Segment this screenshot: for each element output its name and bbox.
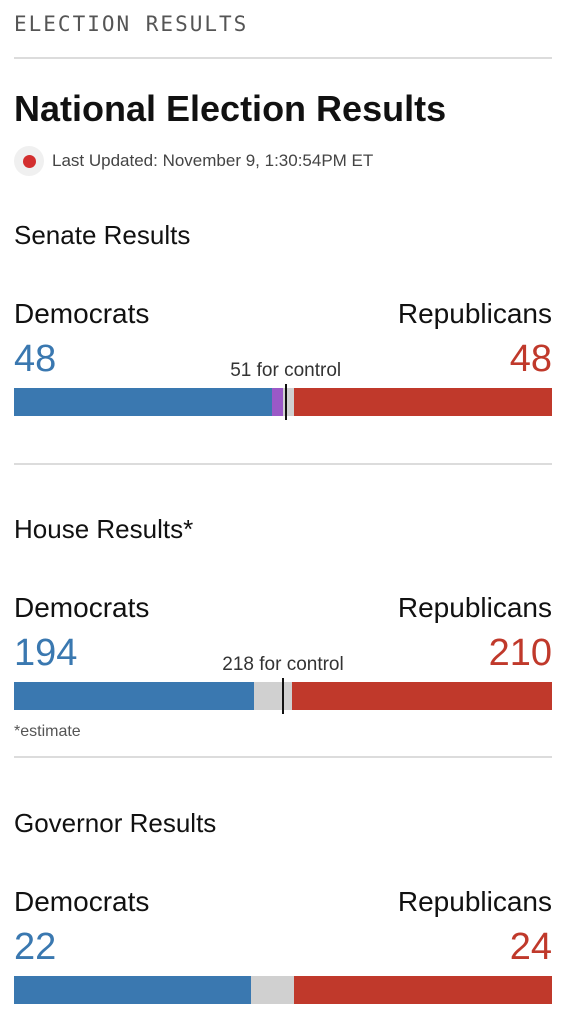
rep-party-label: Republicans — [397, 886, 552, 917]
ind-seats-bar — [272, 388, 283, 416]
live-dot-icon — [22, 154, 36, 168]
dem-seats-bar — [14, 388, 273, 416]
section-divider — [14, 463, 552, 465]
control-threshold-label: 218 for control — [222, 654, 344, 675]
rep-seat-count: 48 — [509, 338, 552, 380]
control-threshold-label: 51 for control — [230, 360, 342, 381]
rep-seats-bar — [293, 388, 552, 416]
control-marker — [284, 384, 287, 420]
seat-bar — [14, 384, 552, 420]
dem-party-label: Democrats — [14, 592, 150, 623]
dem-seat-count: 194 — [14, 632, 78, 674]
dem-party-label: Democrats — [14, 886, 150, 917]
race-title: Governor Results — [14, 808, 217, 838]
rep-seat-count: 210 — [488, 632, 552, 674]
race-title: Senate Results — [14, 220, 191, 250]
last-updated-text: Last Updated: November 9, 1:30:54PM ET — [52, 151, 374, 170]
control-marker — [282, 678, 284, 714]
rep-party-label: Republicans — [397, 298, 552, 329]
rep-seats-bar — [293, 976, 552, 1004]
section-label: ELECTION RESULTS — [14, 12, 249, 36]
seat-bar — [14, 976, 552, 1004]
section-divider — [14, 756, 552, 758]
dem-seats-bar — [14, 682, 254, 710]
header-divider — [14, 57, 552, 59]
seat-bar — [14, 678, 552, 714]
last-updated: Last Updated: November 9, 1:30:54PM ET — [14, 146, 373, 176]
dem-party-label: Democrats — [14, 298, 150, 329]
dem-seat-count: 48 — [14, 338, 57, 380]
rep-party-label: Republicans — [397, 592, 552, 623]
dem-seats-bar — [14, 976, 251, 1004]
rep-seats-bar — [292, 682, 552, 710]
estimate-note: *estimate — [14, 723, 81, 740]
race-title: House Results* — [14, 514, 194, 544]
rep-seat-count: 24 — [509, 926, 552, 968]
dem-seat-count: 22 — [14, 926, 57, 968]
live-indicator — [14, 146, 44, 176]
page-title: National Election Results — [14, 88, 447, 129]
